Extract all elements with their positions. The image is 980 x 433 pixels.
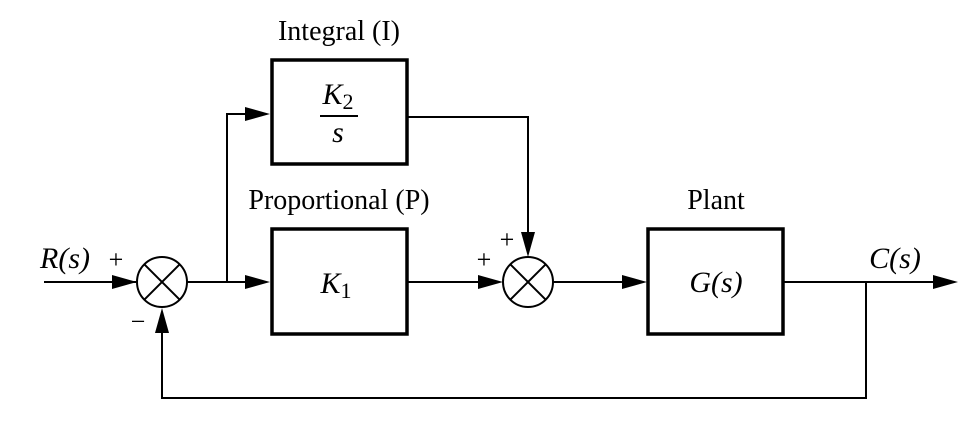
plant-box — [646, 227, 785, 336]
integral-block: Integral (I) K2 s — [270, 16, 409, 166]
arrowhead-feedback — [155, 308, 169, 333]
feedback-wire — [161, 282, 867, 399]
arrowhead-proportional — [245, 275, 270, 289]
proportional-block: Proportional (P) K1 — [248, 185, 430, 336]
proportional-gain: K1 — [319, 267, 351, 303]
error-junction-plus-sign: + — [109, 245, 124, 274]
proportional-box — [270, 227, 409, 336]
sum-junction: + + — [477, 225, 554, 308]
integral-numerator: K2 — [321, 78, 353, 114]
sum-junction-cross-b — [509, 263, 547, 301]
arrowhead-integral — [245, 107, 270, 121]
plant-block: Plant G(s) — [646, 185, 785, 336]
error-junction: + − — [109, 245, 188, 336]
error-junction-cross-b — [143, 263, 181, 301]
integral-title: Integral (I) — [278, 16, 400, 47]
integral-denominator: s — [332, 116, 344, 149]
arrowheads — [112, 107, 958, 333]
arrowhead-plant — [622, 275, 647, 289]
sum-junction-top-sign: + — [500, 225, 515, 254]
arrowhead-sum-left — [478, 275, 503, 289]
plant-title: Plant — [687, 185, 745, 216]
arrowhead-error-junction — [112, 275, 137, 289]
proportional-title: Proportional (P) — [248, 185, 429, 216]
arrowhead-sum-top — [521, 232, 535, 257]
integral-box — [270, 58, 409, 166]
arrowhead-output — [933, 275, 958, 289]
output-signal-label: C(s) — [869, 242, 921, 275]
signal-wires — [44, 113, 942, 399]
sum-junction-left-sign: + — [477, 245, 492, 274]
error-junction-minus-sign: − — [131, 307, 146, 336]
input-signal-label: R(s) — [39, 242, 90, 275]
integral-to-sum-wire — [408, 116, 529, 246]
plant-transfer-function: G(s) — [689, 266, 742, 299]
